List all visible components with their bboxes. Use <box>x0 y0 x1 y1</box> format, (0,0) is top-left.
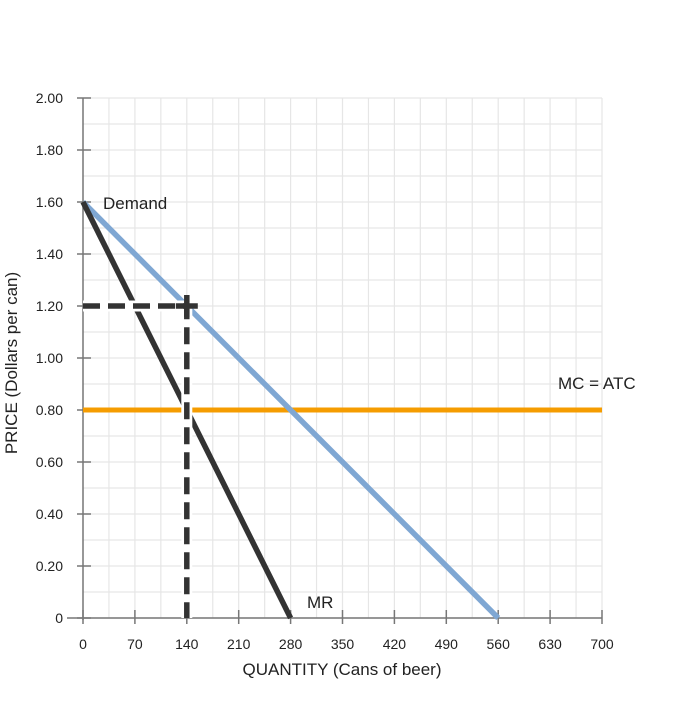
series-label-demand: Demand <box>103 194 167 213</box>
x-tick-label: 700 <box>590 636 614 652</box>
x-tick-label: 140 <box>175 636 199 652</box>
demand-curve <box>81 200 501 620</box>
y-tick-label: 1.40 <box>36 246 63 262</box>
x-tick-label: 350 <box>331 636 355 652</box>
y-tick-label: 1.00 <box>36 350 63 366</box>
y-tick-label: 0.20 <box>36 558 63 574</box>
x-tick-label: 490 <box>435 636 459 652</box>
labels: QUANTITY (Cans of beer) PRICE (Dollars p… <box>2 194 636 679</box>
x-tick-label: 560 <box>487 636 511 652</box>
x-axis-label: QUANTITY (Cans of beer) <box>242 660 441 679</box>
y-tick-label: 0.40 <box>36 506 63 522</box>
series-label-mr: MR <box>307 593 333 612</box>
series-layer <box>80 200 602 620</box>
x-tick-label: 280 <box>279 636 303 652</box>
y-axis-label: PRICE (Dollars per can) <box>2 272 21 454</box>
y-tick-label: 0.60 <box>36 454 63 470</box>
x-tick-label: 420 <box>383 636 407 652</box>
x-tick-label: 70 <box>127 636 143 652</box>
x-tick-label: 0 <box>79 636 87 652</box>
y-tick-label: 1.80 <box>36 142 63 158</box>
y-tick-label: 0.80 <box>36 402 63 418</box>
grid <box>82 97 603 619</box>
series-label-mc-atc: MC = ATC <box>558 374 636 393</box>
y-tick-label: 0 <box>55 610 63 626</box>
axes: 0 70 140 210 280 350 420 490 560 630 700 0 0.20 0.40 0… <box>36 90 614 652</box>
y-tick-label: 1.60 <box>36 194 63 210</box>
x-tick-label: 210 <box>227 636 251 652</box>
y-tick-label: 2.00 <box>36 90 63 106</box>
y-tick-label: 1.20 <box>36 298 63 314</box>
x-tick-label: 630 <box>538 636 562 652</box>
